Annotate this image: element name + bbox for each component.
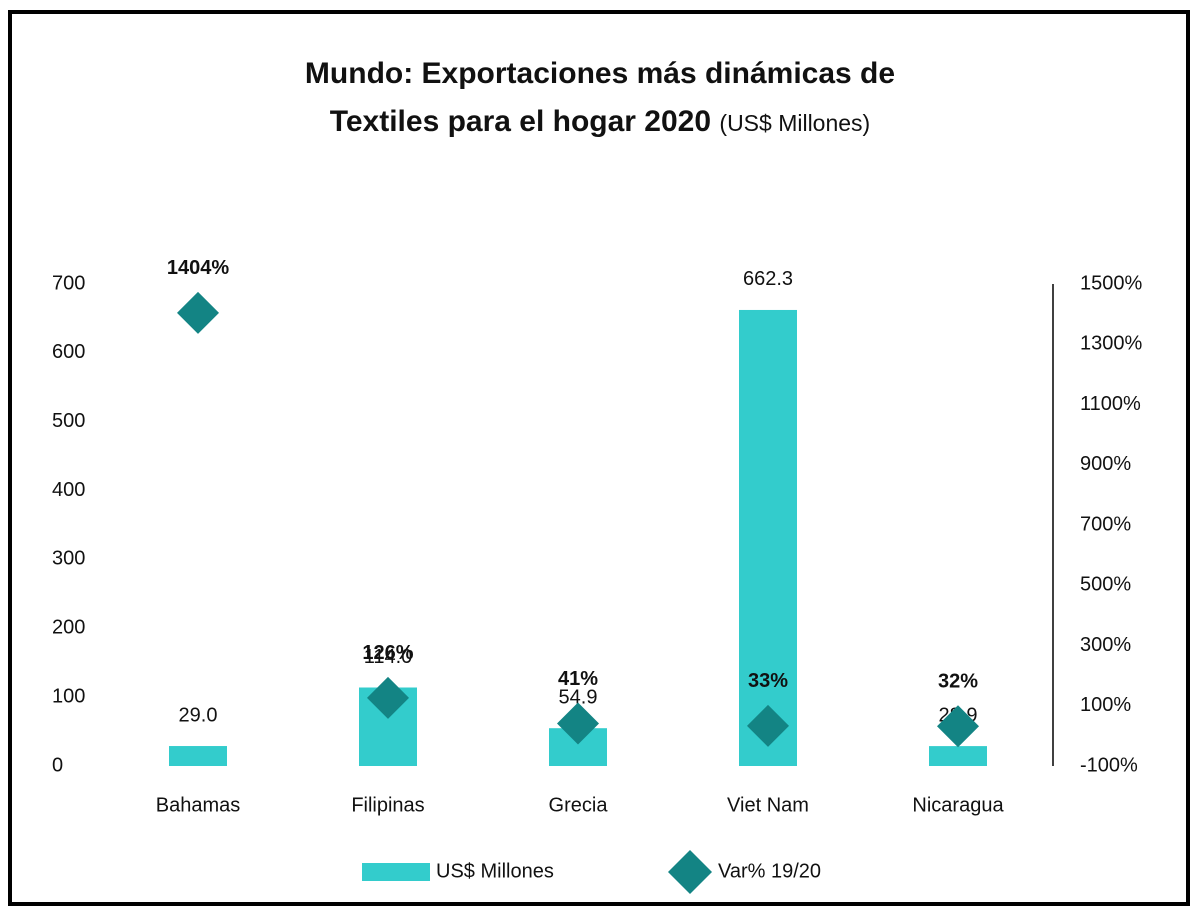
chart-frame [8, 10, 1190, 906]
y2-tick-label: 100% [1080, 694, 1131, 716]
data-label: 114.0 [364, 646, 413, 668]
y2-tick-label: 1100% [1080, 393, 1141, 415]
chart-subtitle: (US$ Millones) [719, 110, 871, 136]
data-label: 662.3 [743, 268, 793, 290]
y-tick-label: 300 [52, 548, 85, 570]
diamond-marker [177, 291, 219, 334]
data-label: 126% [362, 642, 413, 664]
data-label: 41% [558, 668, 598, 690]
y-tick-label: 200 [52, 617, 85, 639]
x-tick-label: Nicaragua [912, 794, 1004, 816]
y-tick-label: 400 [52, 479, 85, 501]
bar [169, 746, 227, 766]
legend-swatch [362, 863, 430, 881]
y-tick-label: 0 [52, 754, 63, 776]
data-label: 33% [748, 670, 788, 692]
chart-title-block: Mundo: Exportaciones más dinámicas de Te… [250, 50, 950, 147]
y2-tick-label: 1300% [1080, 333, 1142, 355]
legend-label: Var% 19/20 [718, 860, 821, 882]
y-tick-label: 500 [52, 410, 85, 432]
bar [739, 309, 797, 766]
x-tick-label: Grecia [549, 794, 609, 816]
y-tick-label: 700 [52, 272, 85, 294]
data-label: 54.9 [559, 686, 598, 708]
y-tick-label: 600 [52, 341, 85, 363]
x-tick-label: Bahamas [156, 794, 241, 816]
y-tick-label: 100 [52, 685, 85, 707]
legend-label: US$ Millones [436, 860, 554, 882]
data-label: 1404% [167, 257, 229, 279]
y2-tick-label: -100% [1080, 754, 1138, 776]
diamond-marker [937, 705, 979, 748]
y2-tick-label: 700% [1080, 513, 1131, 535]
data-label: 32% [938, 671, 978, 693]
y2-tick-label: 500% [1080, 574, 1131, 596]
x-tick-label: Viet Nam [727, 794, 809, 816]
x-tick-label: Filipinas [351, 794, 424, 816]
diamond-marker [557, 702, 599, 745]
chart-title: Mundo: Exportaciones más dinámicas de Te… [304, 57, 896, 138]
bar [929, 746, 987, 766]
y2-tick-label: 1500% [1080, 272, 1142, 294]
data-label: 29.0 [179, 704, 218, 726]
diamond-marker [367, 676, 409, 719]
y2-tick-label: 900% [1080, 453, 1131, 475]
y2-tick-label: 300% [1080, 634, 1131, 656]
diamond-marker [747, 704, 789, 747]
legend-swatch [668, 850, 712, 894]
